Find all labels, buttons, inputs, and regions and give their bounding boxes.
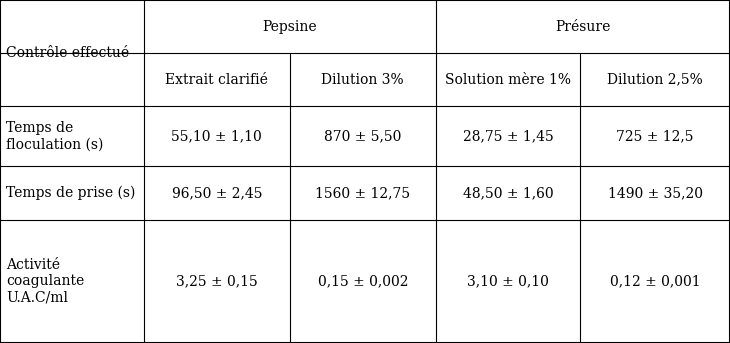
Text: 725 ± 12,5: 725 ± 12,5 — [616, 129, 694, 143]
Text: Extrait clarifié: Extrait clarifié — [166, 73, 268, 87]
Text: 48,50 ± 1,60: 48,50 ± 1,60 — [463, 186, 553, 200]
Text: Temps de
floculation (s): Temps de floculation (s) — [6, 121, 103, 152]
Text: Contrôle effectué: Contrôle effectué — [6, 46, 129, 60]
Text: Présure: Présure — [556, 20, 610, 34]
Text: 0,15 ± 0,002: 0,15 ± 0,002 — [318, 274, 408, 288]
Text: 0,12 ± 0,001: 0,12 ± 0,001 — [610, 274, 701, 288]
Text: Dilution 2,5%: Dilution 2,5% — [607, 73, 703, 87]
Text: 870 ± 5,50: 870 ± 5,50 — [324, 129, 402, 143]
Text: 1560 ± 12,75: 1560 ± 12,75 — [315, 186, 410, 200]
Text: Dilution 3%: Dilution 3% — [321, 73, 404, 87]
Text: Temps de prise (s): Temps de prise (s) — [6, 186, 135, 200]
Text: 3,25 ± 0,15: 3,25 ± 0,15 — [176, 274, 258, 288]
Text: Activité
coagulante
U.A.C/ml: Activité coagulante U.A.C/ml — [6, 258, 84, 305]
Text: 1490 ± 35,20: 1490 ± 35,20 — [607, 186, 703, 200]
Text: Pepsine: Pepsine — [263, 20, 317, 34]
Text: 28,75 ± 1,45: 28,75 ± 1,45 — [463, 129, 553, 143]
Text: 96,50 ± 2,45: 96,50 ± 2,45 — [172, 186, 262, 200]
Text: Solution mère 1%: Solution mère 1% — [445, 73, 571, 87]
Text: 55,10 ± 1,10: 55,10 ± 1,10 — [172, 129, 262, 143]
Text: 3,10 ± 0,10: 3,10 ± 0,10 — [467, 274, 549, 288]
